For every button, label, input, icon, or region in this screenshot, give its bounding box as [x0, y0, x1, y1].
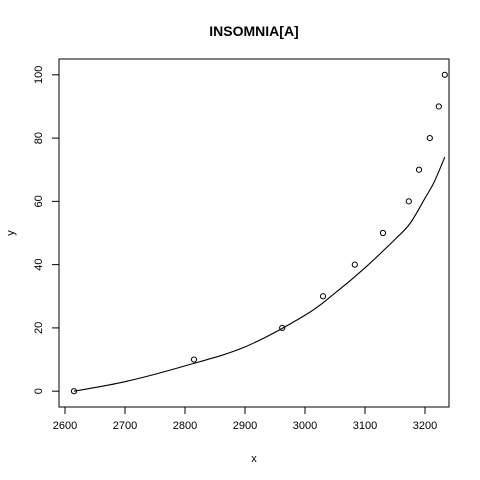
x-tick-label-6: 3200	[413, 420, 437, 432]
data-point-2	[279, 324, 286, 332]
data-point-0	[70, 388, 78, 395]
x-tick-label-1: 2700	[113, 420, 137, 432]
plot-frame	[58, 58, 450, 408]
data-points	[70, 71, 448, 395]
y-tick-label-1: 20	[33, 322, 45, 334]
data-point-9	[435, 103, 442, 110]
y-tick-label-2: 40	[33, 259, 45, 271]
x-tick-label-2: 2800	[173, 420, 197, 432]
y-axis: 0 20 40 60 80 100	[33, 66, 59, 394]
data-point-6	[405, 198, 412, 205]
fitted-curve	[73, 156, 446, 392]
y-axis-label: y	[5, 230, 17, 236]
y-tick-label-0: 0	[33, 388, 45, 394]
x-tick-label-4: 3000	[293, 420, 317, 432]
x-tick-label-0: 2600	[53, 420, 77, 432]
chart-title: INSOMNIA[A]	[209, 23, 298, 39]
data-point-1	[190, 356, 198, 363]
y-tick-label-5: 100	[33, 66, 45, 84]
data-point-3	[319, 293, 327, 300]
x-axis: 2600 2700 2800 2900 3000 3100 3200	[53, 407, 437, 432]
x-axis-label: x	[251, 453, 257, 465]
data-point-8	[426, 134, 433, 142]
data-point-7	[415, 166, 423, 173]
data-point-4	[351, 261, 358, 268]
y-tick-label-4: 80	[33, 132, 45, 144]
x-tick-label-5: 3100	[353, 420, 377, 432]
y-tick-label-3: 60	[33, 195, 45, 207]
x-tick-label-3: 2900	[233, 420, 257, 432]
data-point-5	[379, 229, 387, 237]
data-point-10	[441, 71, 448, 78]
